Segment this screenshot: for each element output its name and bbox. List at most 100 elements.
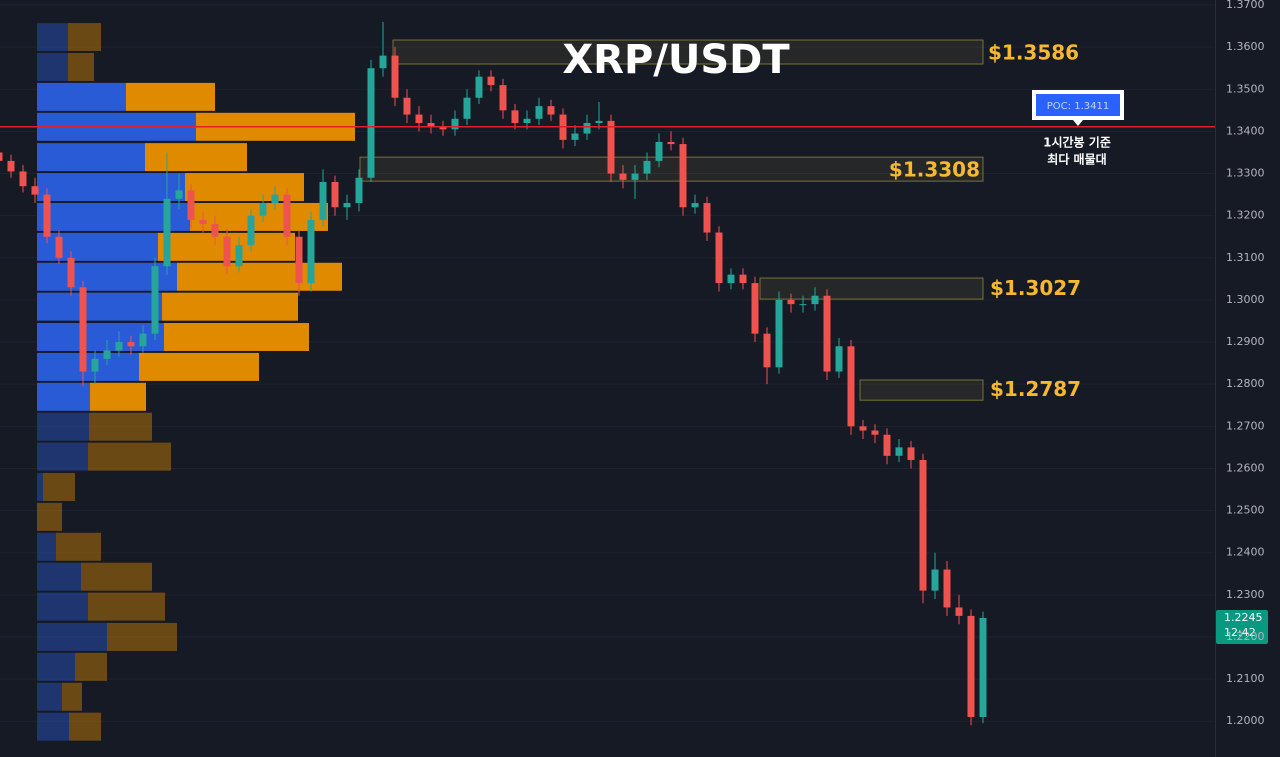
candle-body [127,342,135,347]
candle-body [139,333,147,347]
sell-volume [88,442,171,471]
candle-body [715,232,723,284]
y-tick-label: 1.2300 [1226,588,1265,601]
candle-body [271,194,279,204]
sell-volume [126,82,215,111]
candle-body [199,219,207,225]
candle-body [187,190,195,220]
sell-volume [89,412,152,441]
candles [0,21,987,726]
buy-volume [37,562,81,591]
candle-body [379,55,387,69]
candle-body [571,133,579,140]
buy-volume [37,292,162,321]
sell-volume [177,262,342,291]
candle-body [643,160,651,174]
buy-volume [37,712,69,741]
sell-volume [162,292,298,321]
candle-body [691,203,699,208]
candle-body [259,203,267,216]
candle-body [91,358,99,372]
candle-body [499,85,507,111]
last-price-label: 1.2245 [1224,611,1263,624]
buy-volume [37,442,88,471]
candle-body [163,198,171,267]
candle-body [679,144,687,208]
annotation: 1시간봉 기준 [1043,135,1111,150]
sell-volume [81,562,152,591]
y-tick-label: 1.3400 [1226,124,1265,137]
candle-body [451,118,459,130]
y-tick-label: 1.3300 [1226,167,1265,180]
zone [392,39,984,65]
y-tick-label: 1.2500 [1226,504,1265,517]
sell-volume [145,143,247,172]
zone [359,156,984,182]
sell-volume [37,502,62,531]
candle-body [367,68,375,178]
candle-body [151,266,159,334]
buy-volume [37,143,145,172]
y-tick-label: 1.2000 [1226,714,1265,727]
candle-body [319,181,327,220]
candle-body [223,236,231,267]
candle-body [415,114,423,124]
candle-body [331,181,339,208]
candle-body [583,123,591,134]
poc-pointer [1073,120,1083,126]
candle-body [103,350,111,359]
zone-label: $1.3586 [988,41,1079,65]
y-tick-label: 1.3500 [1226,82,1265,95]
candle-body [487,76,495,86]
candle-body [283,194,291,237]
y-tick-label: 1.3000 [1226,293,1265,306]
buy-volume [37,472,43,501]
candle-body [211,224,219,237]
candle-body [931,569,939,591]
candle-body [703,203,711,233]
poc-label: POC: 1.3411 [1047,101,1109,112]
candle-body [631,173,639,180]
candle-body [511,110,519,124]
buy-volume [37,682,62,711]
candle-body [427,123,435,128]
candle-body [619,173,627,180]
buy-volume [37,412,89,441]
candle-body [907,447,915,461]
sell-volume [75,652,107,681]
y-tick-label: 1.3700 [1226,0,1265,11]
candle-body [883,434,891,456]
candle-body [871,430,879,435]
y-tick-label: 1.2100 [1226,672,1265,685]
sell-volume [88,592,165,621]
zone [859,379,984,401]
candle-body [787,299,795,305]
buy-volume [37,652,75,681]
candle-body [919,460,927,591]
candle-body [235,245,243,267]
annotation: 최다 매물대 [1047,152,1106,167]
sell-volume [139,352,259,381]
y-tick-label: 1.2800 [1226,377,1265,390]
candle-body [535,106,543,119]
sell-volume [56,532,101,561]
candle-body [43,194,51,237]
candle-body [403,97,411,115]
sell-volume [107,622,177,651]
sell-volume [69,712,101,741]
candle-body [751,283,759,334]
sell-volume [68,52,94,81]
zone-label: $1.2787 [990,377,1081,401]
last-price-tag [1216,609,1268,644]
candle-body [19,171,27,187]
y-tick-label: 1.2700 [1226,419,1265,432]
buy-volume [37,382,90,411]
zone-label: $1.3027 [990,276,1081,300]
y-tick-label: 1.3100 [1226,251,1265,264]
buy-volume [37,52,68,81]
countdown: 12:42 [1224,626,1256,639]
candle-body [859,426,867,431]
buy-volume [37,592,88,621]
